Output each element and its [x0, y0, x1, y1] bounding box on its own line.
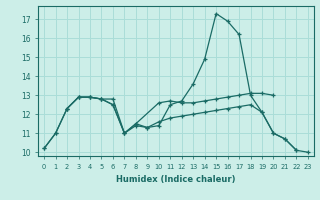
X-axis label: Humidex (Indice chaleur): Humidex (Indice chaleur): [116, 175, 236, 184]
